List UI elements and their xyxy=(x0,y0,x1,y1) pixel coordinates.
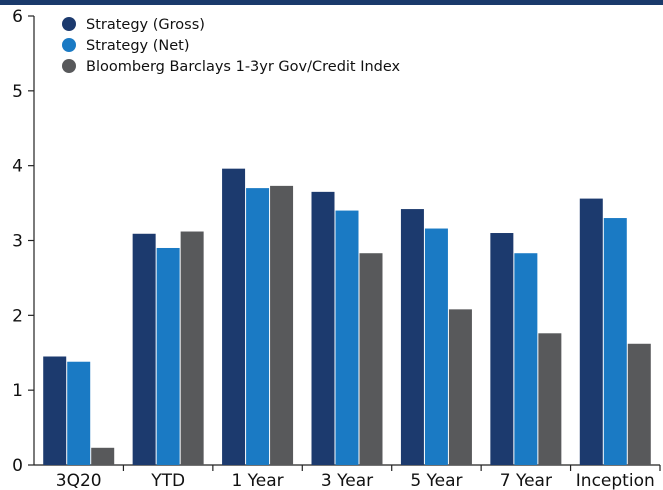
legend-label-net: Strategy (Net) xyxy=(86,38,190,54)
bar-gross xyxy=(579,198,603,466)
bar-index xyxy=(91,447,115,465)
y-tick-label: 1 xyxy=(12,381,23,401)
bar-index xyxy=(627,343,651,465)
bar-gross xyxy=(132,233,156,465)
bar-gross xyxy=(490,233,514,465)
bar-index xyxy=(359,253,383,465)
x-tick-label: 7 Year xyxy=(500,471,552,490)
bar-net xyxy=(514,253,538,465)
bar-gross xyxy=(311,191,335,465)
x-tick-label: 3Q20 xyxy=(56,471,102,490)
legend-marker-gross xyxy=(62,17,76,31)
x-tick-label: YTD xyxy=(150,471,185,490)
bar-gross xyxy=(222,168,246,465)
legend: Strategy (Gross) Strategy (Net) Bloomber… xyxy=(62,17,401,75)
x-tick-label: 1 Year xyxy=(231,471,283,490)
legend-marker-index xyxy=(62,59,76,73)
bar-gross xyxy=(400,209,424,465)
bar-gross xyxy=(43,356,67,465)
y-tick-label: 0 xyxy=(12,456,23,476)
bar-net xyxy=(424,228,448,465)
y-tick-label: 6 xyxy=(12,7,23,27)
x-tick-label: Inception xyxy=(576,471,655,490)
y-tick-label: 3 xyxy=(12,232,23,252)
bar-index xyxy=(270,185,294,465)
bars xyxy=(43,168,651,466)
legend-marker-net xyxy=(62,38,76,52)
legend-label-index: Bloomberg Barclays 1-3yr Gov/Credit Inde… xyxy=(86,59,401,75)
y-tick-label: 4 xyxy=(12,157,23,177)
top-accent-bar xyxy=(0,0,663,5)
bar-index xyxy=(538,333,562,465)
y-tick-label: 5 xyxy=(12,82,23,102)
bar-net xyxy=(67,361,91,465)
x-tick-label: 5 Year xyxy=(410,471,462,490)
bar-net xyxy=(335,210,359,465)
x-tick-label: 3 Year xyxy=(321,471,373,490)
bar-index xyxy=(180,231,204,465)
bar-net xyxy=(156,247,180,465)
bar-net xyxy=(603,218,627,465)
bar-net xyxy=(246,188,270,465)
bar-index xyxy=(448,309,472,465)
legend-label-gross: Strategy (Gross) xyxy=(86,17,205,33)
y-tick-label: 2 xyxy=(12,306,23,326)
